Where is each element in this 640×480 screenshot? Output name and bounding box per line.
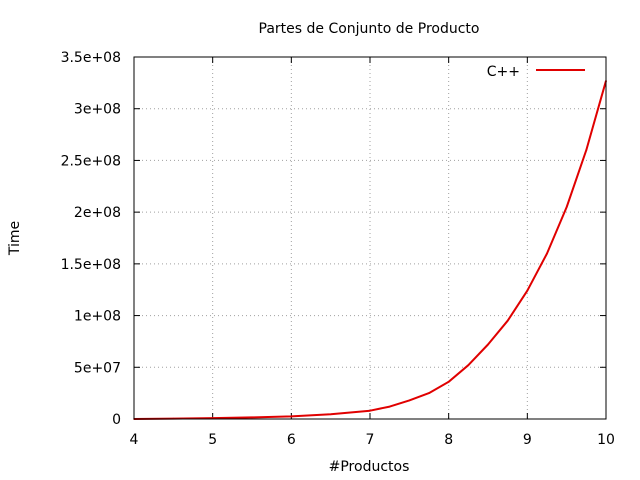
data-point [447, 380, 450, 383]
legend: C++ [487, 64, 585, 80]
x-tick-label: 9 [523, 432, 532, 448]
data-point [546, 252, 548, 255]
x-tick-label: 5 [208, 432, 217, 448]
x-axis-label: #Productos [329, 459, 410, 475]
grid [134, 57, 606, 419]
x-tick-label: 10 [597, 432, 615, 448]
data-point [428, 392, 430, 394]
y-tick-label: 1.5e+08 [61, 257, 121, 273]
data-point [526, 289, 529, 292]
data-point [585, 149, 588, 151]
data-point [408, 399, 411, 402]
data-point [329, 413, 332, 416]
y-tick-label: 1e+08 [74, 309, 121, 325]
y-tick-label: 2.5e+08 [61, 153, 121, 169]
chart-title: Partes de Conjunto de Producto [259, 21, 480, 37]
y-tick-label: 3.5e+08 [61, 50, 121, 66]
x-tick-label: 4 [130, 432, 139, 448]
tick-labels: 4 5 6 7 8 9 10 0 5e+07 1e+08 1.5e+08 2e+08 2.5e+08 3e… [61, 50, 615, 448]
legend-label: C++ [487, 64, 520, 80]
y-tick-label: 0 [112, 412, 121, 428]
x-tick-label: 8 [444, 432, 453, 448]
y-tick-label: 2e+08 [74, 205, 121, 221]
plot-frame [133, 56, 607, 420]
data-point [388, 405, 391, 408]
data-point [211, 417, 214, 419]
x-tick-label: 7 [366, 432, 375, 448]
data-point [369, 409, 371, 412]
data-point [251, 416, 253, 419]
y-tick-label: 5e+07 [74, 360, 121, 376]
y-tick-label: 3e+08 [74, 102, 121, 118]
data-point [487, 343, 489, 346]
data-point [506, 319, 509, 322]
data-point [290, 415, 293, 418]
data-point [467, 364, 470, 367]
data-point [565, 206, 568, 208]
x-tick-label: 6 [287, 432, 296, 448]
y-axis-label: Time [7, 221, 23, 256]
